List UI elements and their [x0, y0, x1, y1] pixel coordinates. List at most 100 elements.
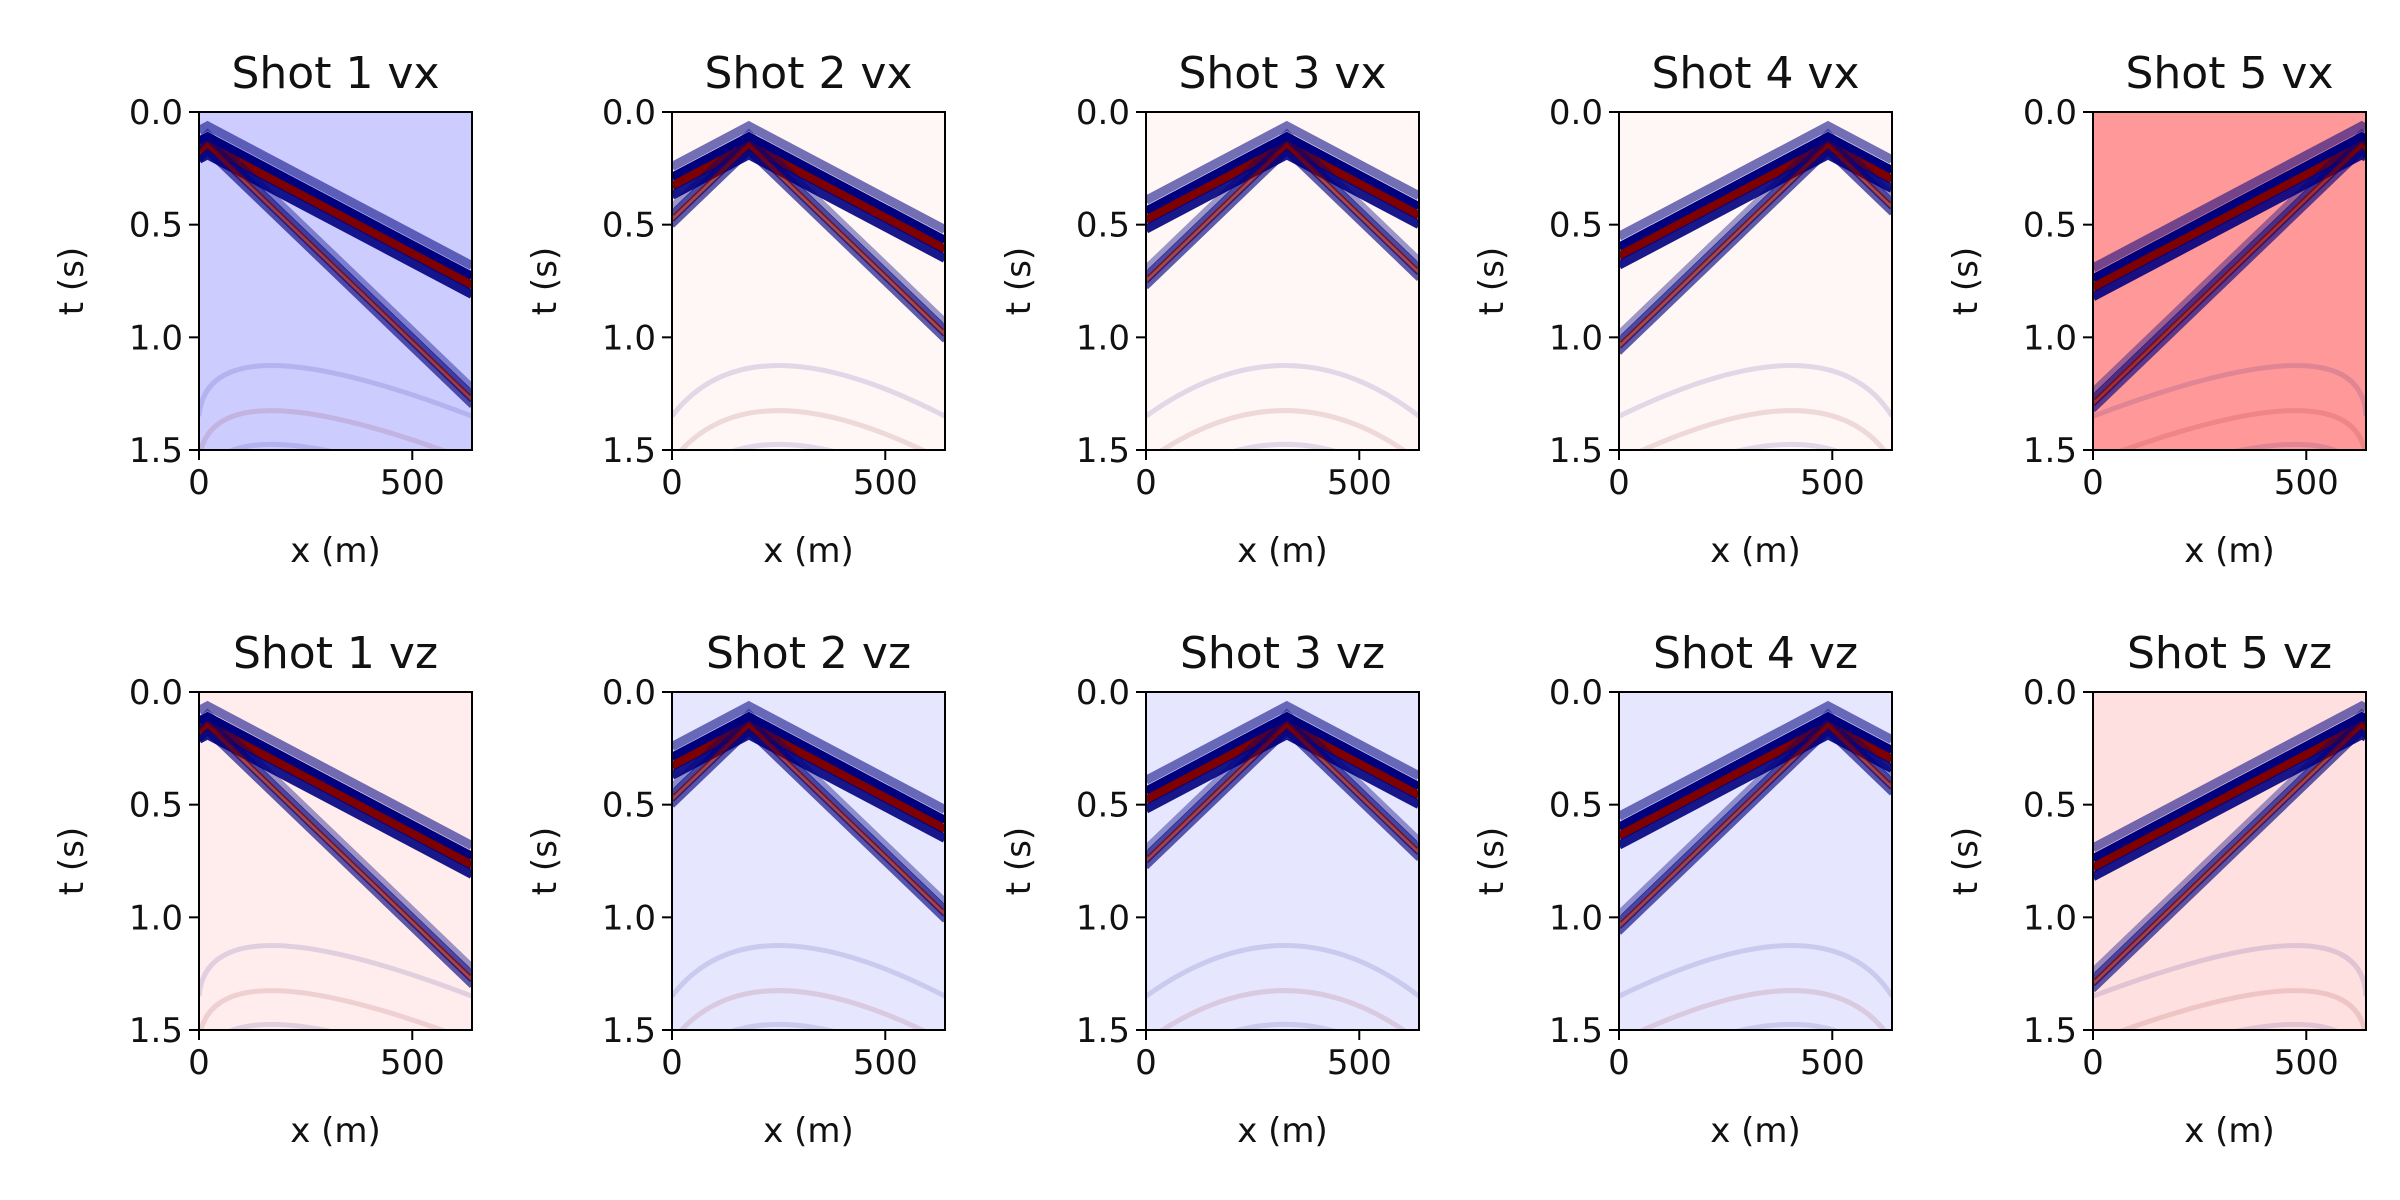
y-tick-label: 0.0 — [1549, 93, 1603, 133]
arrival-slow-band-1 — [2093, 708, 2366, 973]
subplot-9: Shot 4 vz 0 500 0.0 0.5 1.0 1.5 x (m) t (s) — [1472, 628, 1893, 1151]
wavefield — [672, 700, 945, 1030]
axes-frame — [1145, 691, 1420, 1031]
arrival-slow-band-3 — [199, 141, 472, 402]
subplot-title: Shot 3 vz — [1180, 628, 1385, 679]
arrival-slow-band-4 — [1619, 147, 1892, 355]
x-axis-label: x (m) — [290, 1111, 381, 1151]
x-tick-label: 500 — [1800, 463, 1865, 503]
y-axis-label: t (s) — [1472, 827, 1512, 895]
x-tick-label: 500 — [2274, 463, 2339, 503]
arrival-slow-band-1 — [1619, 708, 1892, 916]
y-tick-label: 0.5 — [1076, 206, 1130, 246]
arrival-slow-band-4 — [199, 727, 472, 988]
reflection-arc — [1637, 988, 1888, 1030]
subplot-title: Shot 5 vx — [2125, 48, 2333, 99]
arrival-slow-band-2 — [672, 715, 945, 911]
subplot-5: Shot 5 vx 0 500 0.0 0.5 1.0 1.5 x (m) t (s) — [1946, 48, 2367, 571]
reflection-arc — [199, 943, 472, 999]
panel-background — [1146, 692, 1419, 1030]
subplot-8: Shot 3 vz 0 500 0.0 0.5 1.0 1.5 x (m) t (s) — [999, 628, 1420, 1151]
arrival-slow-band-3 — [2093, 721, 2366, 987]
x-tick-label: 500 — [853, 1043, 918, 1083]
arrival-slow-band-1 — [672, 128, 945, 324]
y-tick-label: 0.0 — [1076, 93, 1130, 133]
y-axis-label: t (s) — [52, 247, 92, 315]
subplot-7: Shot 2 vz 0 500 0.0 0.5 1.0 1.5 x (m) t (s) — [525, 628, 946, 1151]
x-tick-label: 500 — [380, 1043, 445, 1083]
y-tick-label: 1.0 — [1076, 318, 1130, 358]
y-tick-label: 1.0 — [602, 898, 656, 938]
x-tick-label: 0 — [188, 463, 210, 503]
reflection-arc — [678, 988, 928, 1030]
subplot-10: Shot 5 vz 0 500 0.0 0.5 1.0 1.5 x (m) t (s) — [1946, 628, 2367, 1151]
subplot-title: Shot 4 vx — [1651, 48, 1859, 99]
arrival-slow-band-2 — [199, 715, 472, 976]
x-axis-label: x (m) — [763, 1111, 854, 1151]
y-axis-label: t (s) — [1472, 247, 1512, 315]
wavefield — [199, 120, 472, 450]
y-tick-label: 1.0 — [129, 898, 183, 938]
arrival-direct-band-1 — [2093, 700, 2366, 852]
arrival-direct-band-1 — [1146, 120, 1419, 205]
y-tick-label: 1.5 — [129, 431, 183, 471]
y-tick-label: 0.5 — [1549, 206, 1603, 246]
x-tick-label: 500 — [380, 463, 445, 503]
subplot-6: Shot 1 vz 0 500 0.0 0.5 1.0 1.5 x (m) t (s) — [52, 628, 473, 1151]
arrival-slow-band-2 — [1619, 135, 1892, 343]
y-tick-label: 0.0 — [2023, 673, 2077, 713]
x-tick-label: 0 — [188, 1043, 210, 1083]
axes-frame — [671, 111, 946, 451]
reflection-arc — [1731, 442, 1841, 450]
arrival-direct-band-1 — [1619, 120, 1892, 241]
arrival-direct-band-1 — [1146, 700, 1419, 785]
y-tick-label: 1.5 — [129, 1011, 183, 1051]
subplot-title: Shot 2 vx — [704, 48, 912, 99]
y-tick-label: 0.0 — [2023, 93, 2077, 133]
x-tick-label: 0 — [1135, 1043, 1157, 1083]
axes-frame — [1618, 111, 1893, 451]
y-tick-label: 1.0 — [1549, 318, 1603, 358]
arrival-slow-band-1 — [1146, 708, 1419, 850]
arrival-slow-band-4 — [2093, 147, 2366, 413]
x-tick-label: 500 — [1327, 1043, 1392, 1083]
x-tick-label: 500 — [2274, 1043, 2339, 1083]
arrival-slow-band-2 — [1146, 715, 1419, 858]
arrival-slow-band-2 — [672, 135, 945, 331]
y-tick-label: 1.0 — [602, 318, 656, 358]
arrival-direct-band-1 — [672, 120, 945, 234]
y-tick-label: 0.5 — [129, 786, 183, 826]
reflection-arc — [2116, 408, 2366, 450]
x-axis-label: x (m) — [290, 531, 381, 571]
panel-background — [1146, 112, 1419, 450]
x-tick-label: 0 — [1135, 463, 1157, 503]
reflection-arc — [678, 408, 928, 450]
reflection-arc — [1229, 1021, 1339, 1030]
arrival-slow-band-3 — [1619, 721, 1892, 929]
arrival-slow-band-3 — [1146, 141, 1419, 284]
arrival-slow-band-1 — [199, 128, 472, 389]
y-axis-label: t (s) — [999, 827, 1039, 895]
axes-frame — [1618, 691, 1893, 1031]
arrival-slow-band-1 — [672, 708, 945, 904]
arrival-slow-band-4 — [1619, 727, 1892, 935]
wavefield — [1619, 700, 1892, 1030]
wavefield — [199, 700, 472, 1030]
reflection-arc — [199, 363, 472, 419]
subplot-title: Shot 5 vz — [2127, 628, 2332, 679]
reflection-arc — [226, 442, 337, 450]
arrival-slow-band-3 — [199, 721, 472, 982]
reflection-arc — [1146, 943, 1419, 999]
wavefield — [2093, 120, 2366, 450]
arrival-direct-band-1 — [1619, 700, 1892, 821]
x-tick-label: 0 — [2082, 1043, 2104, 1083]
arrival-slow-band-1 — [199, 708, 472, 969]
arrival-slow-band-4 — [672, 727, 945, 923]
x-axis-label: x (m) — [1710, 531, 1801, 571]
y-tick-label: 1.5 — [2023, 1011, 2077, 1051]
arrival-slow-band-3 — [2093, 141, 2366, 407]
y-tick-label: 0.5 — [1076, 786, 1130, 826]
y-axis-label: t (s) — [525, 827, 565, 895]
reflection-arc — [199, 988, 449, 1030]
reflection-arc — [2116, 988, 2366, 1030]
